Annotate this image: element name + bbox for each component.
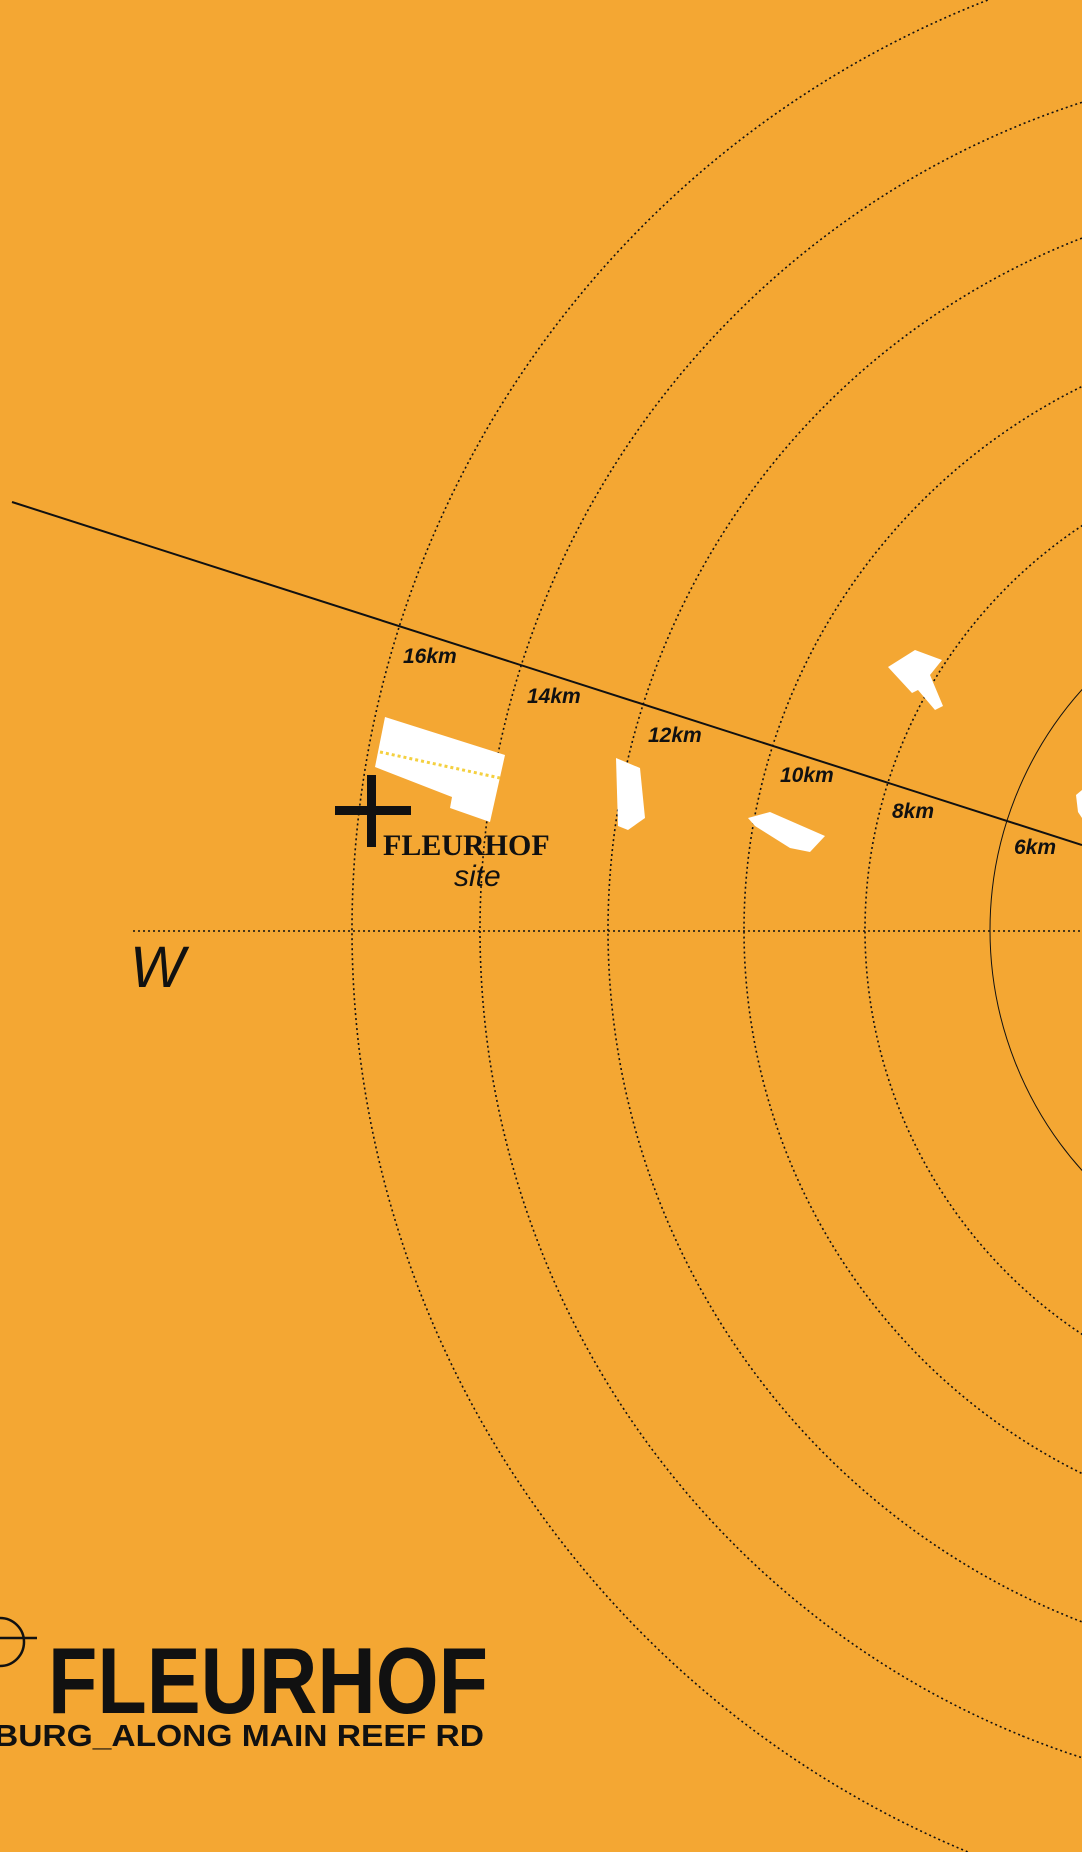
poster-subtitle: BURG_ALONG MAIN REEF RD bbox=[0, 1718, 484, 1753]
ring-label-12km: 12km bbox=[648, 724, 702, 747]
ring-12km bbox=[607, 237, 1082, 1623]
site-name-label: FLEURHOF bbox=[383, 829, 550, 862]
main-reef-road-line bbox=[11, 501, 1082, 846]
ring-label-6km: 6km bbox=[1014, 836, 1056, 859]
site-blocks bbox=[375, 650, 1082, 852]
plus-cross-icon bbox=[335, 775, 411, 847]
distance-rings bbox=[351, 0, 1082, 1852]
site-block-12km bbox=[616, 758, 645, 830]
ring-distance-labels: 16km 14km 12km 10km 8km 6km bbox=[403, 645, 1056, 859]
site-dotted-line bbox=[379, 750, 501, 780]
ring-label-8km: 8km bbox=[892, 800, 934, 823]
crosshair-circle-icon bbox=[0, 1616, 37, 1668]
poster-title: FLEURHOF bbox=[48, 1628, 488, 1733]
site-block-8km bbox=[888, 650, 943, 710]
site-block-10km bbox=[748, 812, 825, 852]
ring-label-10km: 10km bbox=[780, 764, 834, 787]
west-compass-label: W bbox=[130, 935, 190, 1000]
site-block-6km bbox=[1076, 790, 1082, 818]
ring-6km bbox=[989, 689, 1082, 1171]
fleurhof-site-block bbox=[375, 717, 505, 822]
site-subtitle-label: site bbox=[454, 860, 501, 893]
ring-label-16km: 16km bbox=[403, 645, 457, 668]
ring-label-14km: 14km bbox=[527, 685, 581, 708]
